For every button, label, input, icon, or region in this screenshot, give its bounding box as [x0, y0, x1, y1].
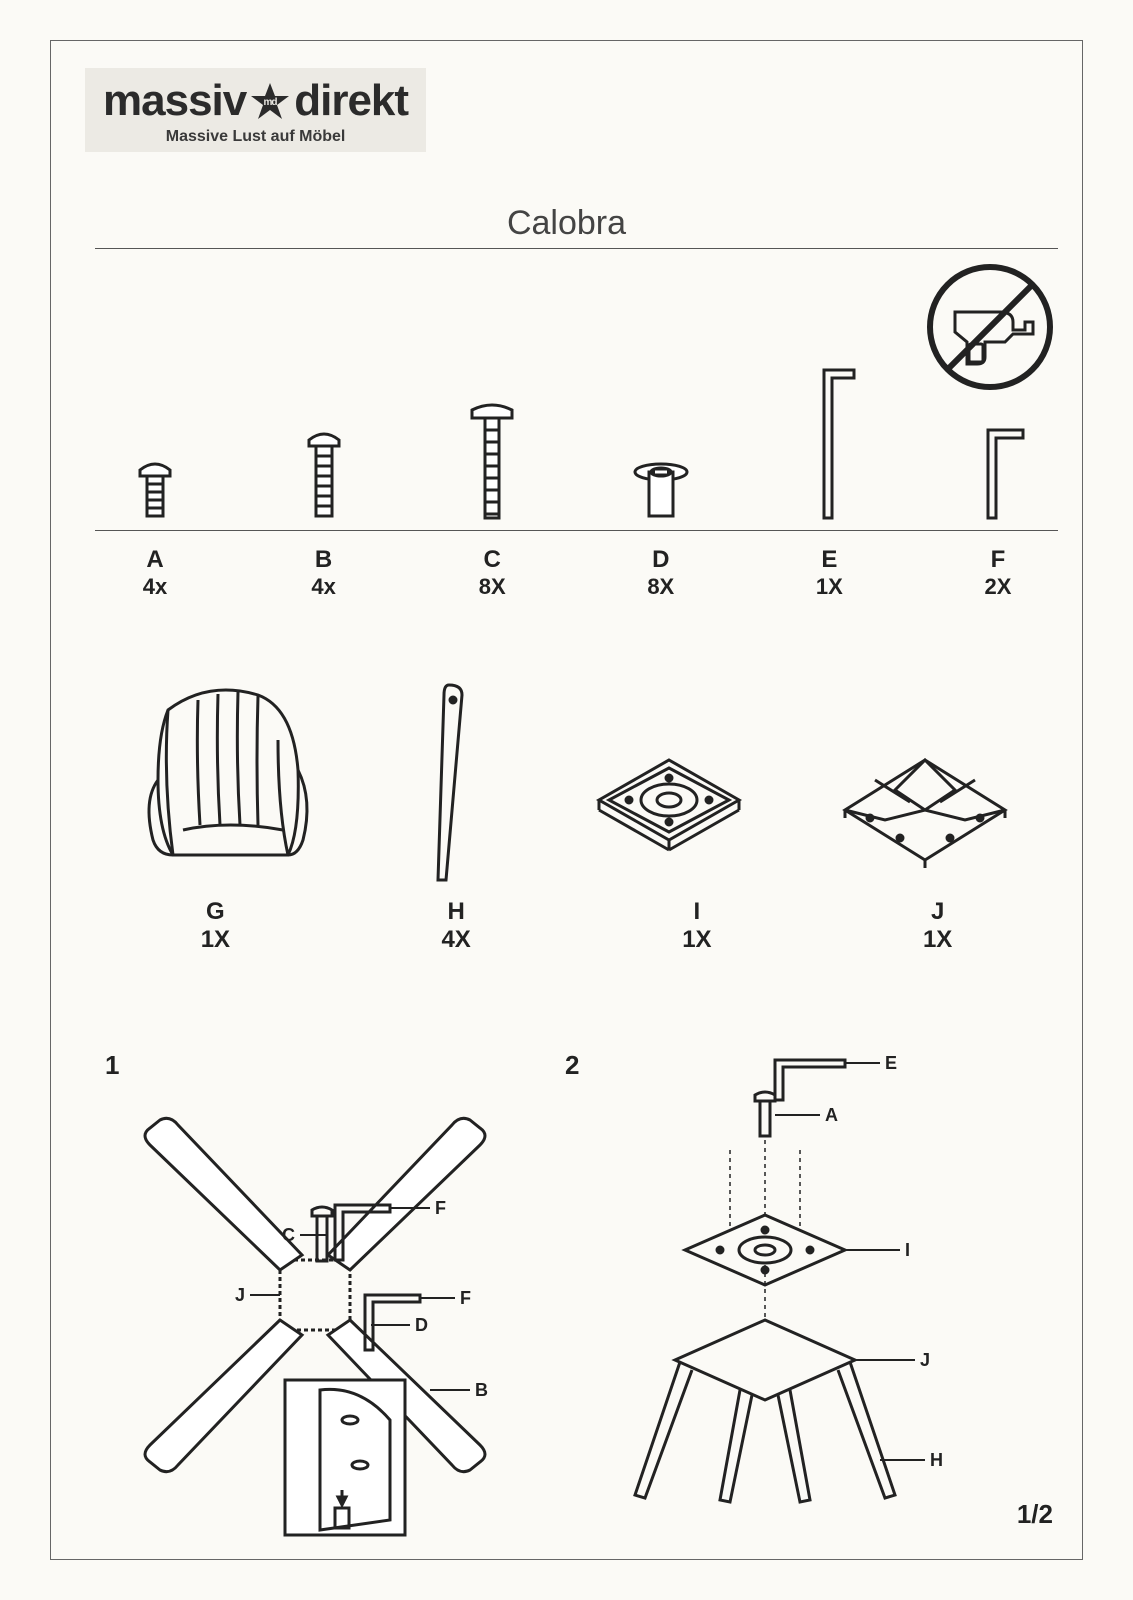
part-a-icon — [95, 400, 215, 520]
brand-right: direkt — [294, 76, 408, 126]
brand-left: massiv — [103, 76, 246, 126]
page-number: 1/2 — [1017, 1499, 1053, 1530]
callout: C — [282, 1225, 295, 1245]
callout: H — [930, 1450, 943, 1470]
callout: E — [885, 1053, 897, 1073]
part-letter: C — [432, 546, 552, 574]
part-qty: 1X — [848, 926, 1028, 954]
hardware-icons — [95, 400, 1058, 520]
part-e-icon — [769, 360, 889, 520]
star-icon: md — [250, 81, 290, 121]
part-qty: 2X — [938, 574, 1058, 600]
callout: J — [920, 1350, 930, 1370]
svg-text:md: md — [264, 97, 278, 108]
part-qty: 4X — [366, 926, 546, 954]
part-letter: H — [366, 898, 546, 926]
callout: A — [825, 1105, 838, 1125]
part-b-icon — [264, 400, 384, 520]
callout: F — [435, 1198, 446, 1218]
step-2-diagram: E A I J H — [580, 1040, 1040, 1510]
instruction-page: massiv md direkt Massive Lust auf Möbel … — [0, 0, 1133, 1600]
component-icons — [95, 680, 1058, 890]
part-letter: D — [601, 546, 721, 574]
hardware-underline — [95, 530, 1058, 531]
callout: D — [415, 1315, 428, 1335]
step-number: 2 — [565, 1050, 579, 1081]
part-letter: I — [607, 898, 787, 926]
callout: F — [460, 1288, 471, 1308]
brand-logo: massiv md direkt Massive Lust auf Möbel — [85, 68, 426, 152]
part-letter: A — [95, 546, 215, 574]
part-i-swivel-icon — [579, 730, 759, 890]
part-f-icon — [938, 400, 1058, 520]
part-letter: J — [848, 898, 1028, 926]
part-j-base-icon — [825, 730, 1025, 890]
part-qty: 8X — [601, 574, 721, 600]
product-title: Calobra — [0, 204, 1133, 243]
no-power-drill-icon — [925, 262, 1055, 392]
part-qty: 8X — [432, 574, 552, 600]
step-1-diagram: F C F J D B — [90, 1060, 540, 1540]
brand-tagline: Massive Lust auf Möbel — [103, 128, 408, 146]
part-qty: 1X — [607, 926, 787, 954]
part-letter: F — [938, 546, 1058, 574]
callout: J — [235, 1285, 245, 1305]
title-underline — [95, 248, 1058, 249]
part-qty: 4x — [95, 574, 215, 600]
hardware-labels: A4x B4x C8X D8X E1X F2X — [95, 540, 1058, 600]
part-letter: B — [264, 546, 384, 574]
part-h-leg-icon — [394, 680, 514, 890]
part-g-chair-icon — [128, 680, 328, 890]
part-qty: 1X — [769, 574, 889, 600]
part-letter: E — [769, 546, 889, 574]
part-qty: 4x — [264, 574, 384, 600]
callout: B — [475, 1380, 488, 1400]
callout: I — [905, 1240, 910, 1260]
part-d-icon — [601, 400, 721, 520]
component-labels: G1X H4X I1X J1X — [95, 898, 1058, 954]
part-c-icon — [432, 400, 552, 520]
part-qty: 1X — [125, 926, 305, 954]
part-letter: G — [125, 898, 305, 926]
